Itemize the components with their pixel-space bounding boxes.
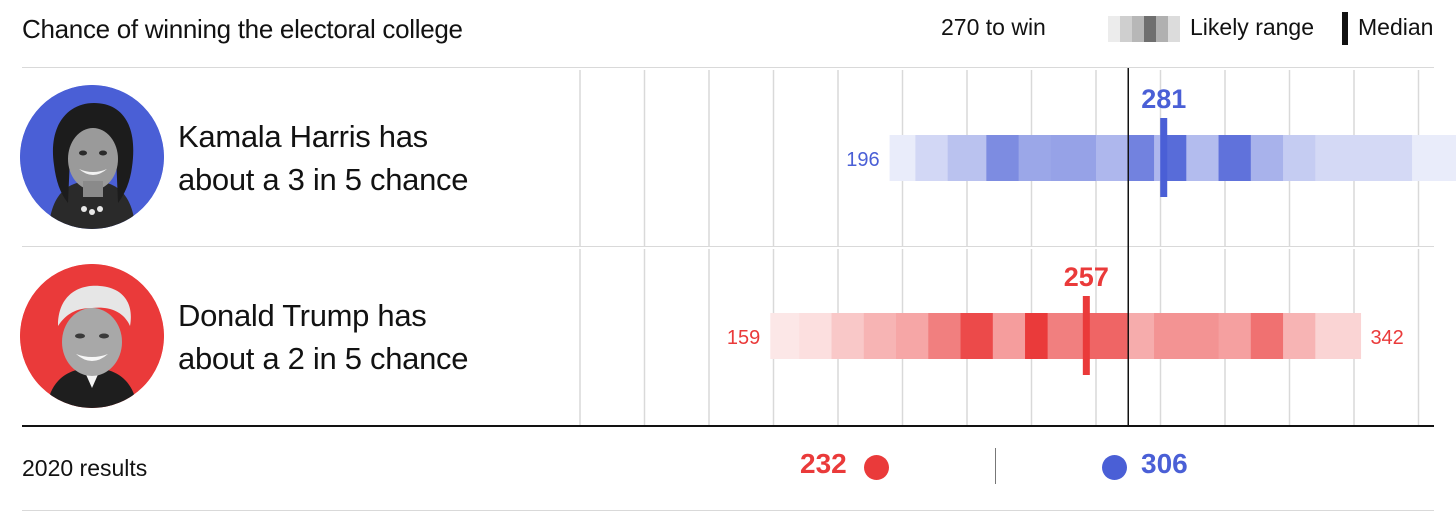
range-band-segment [1283, 135, 1316, 181]
median-value-label: 281 [1141, 84, 1186, 114]
range-band-segment [1412, 135, 1456, 181]
threshold-label: 270 to win [941, 14, 1046, 40]
gridlines [579, 70, 1420, 425]
trump-2020-dot [864, 455, 889, 480]
harris-chance-text: Kamala Harris has about a 3 in 5 chance [178, 115, 468, 201]
trump-avatar [20, 264, 164, 408]
range-band-segment [831, 313, 865, 359]
range-band-segment [1154, 313, 1220, 359]
range-band-segment [1163, 135, 1187, 181]
range-labels: 281196379257159342 [727, 84, 1404, 349]
range-band-segment [1050, 135, 1097, 181]
row-divider-bottom [22, 510, 1434, 511]
range-band-segment [1250, 313, 1284, 359]
trump-chance-line1: Donald Trump has [178, 298, 427, 333]
range-band-segment [1250, 135, 1284, 181]
likely-range-legend-label: Likely range [1190, 14, 1315, 40]
results-2020-label: 2020 results [22, 455, 148, 481]
range-band-segment [1128, 135, 1155, 181]
range-band-segment [960, 313, 994, 359]
range-band-segment [889, 135, 916, 181]
harris-portrait-icon [20, 85, 164, 229]
range-band-segment [863, 313, 897, 359]
range-min-label: 159 [727, 327, 760, 349]
range-band-segment [915, 135, 949, 181]
range-band-segment [1186, 135, 1220, 181]
range-band-segment [992, 313, 1026, 359]
range-band-segment [1154, 135, 1165, 181]
harris-chance-line1: Kamala Harris has [178, 119, 428, 154]
harris-chance-line2: about a 3 in 5 chance [178, 162, 469, 197]
range-band-segment [799, 313, 833, 359]
trump-chance-text: Donald Trump has about a 2 in 5 chance [178, 294, 468, 380]
range-band-segment [1315, 135, 1381, 181]
range-band-segment [1086, 313, 1129, 359]
range-band-segment [896, 313, 929, 359]
median-markers [1082, 118, 1168, 375]
trump-chance-line2: about a 2 in 5 chance [178, 341, 469, 376]
range-max-label: 342 [1370, 327, 1403, 349]
range-band-segment [1096, 135, 1129, 181]
harris-2020-dot [1102, 455, 1127, 480]
range-band-segment [1128, 313, 1155, 359]
axis-baseline [22, 425, 1434, 427]
range-band-segment [1218, 313, 1252, 359]
median-value-label: 257 [1064, 262, 1109, 292]
range-band-segment [1218, 135, 1252, 181]
median-marker [1160, 118, 1168, 197]
likely-range-legend-swatch [1108, 16, 1180, 42]
range-min-label: 196 [846, 149, 879, 171]
harris-avatar [20, 85, 164, 229]
range-band-segment [1379, 135, 1413, 181]
range-band-segment [1283, 313, 1316, 359]
range-band-segment [1018, 135, 1052, 181]
trump-portrait-icon [20, 264, 164, 408]
range-band-segment [770, 313, 800, 359]
range-band-segment [1047, 313, 1087, 359]
harris-2020-value: 306 [1141, 448, 1188, 479]
range-band-segment [986, 135, 1020, 181]
range-band-segment [928, 313, 962, 359]
results-divider [995, 448, 996, 484]
range-band-segment [1025, 313, 1049, 359]
median-marker [1082, 296, 1090, 375]
row-divider-middle [22, 246, 1434, 247]
median-legend-label: Median [1358, 14, 1434, 40]
trump-2020-value: 232 [800, 448, 847, 479]
row-divider-top [22, 67, 1434, 68]
range-band-segment [947, 135, 987, 181]
median-legend-swatch [1342, 12, 1348, 45]
range-bands [770, 135, 1456, 359]
chart-title: Chance of winning the electoral college [22, 14, 463, 44]
range-band-segment [1315, 313, 1362, 359]
